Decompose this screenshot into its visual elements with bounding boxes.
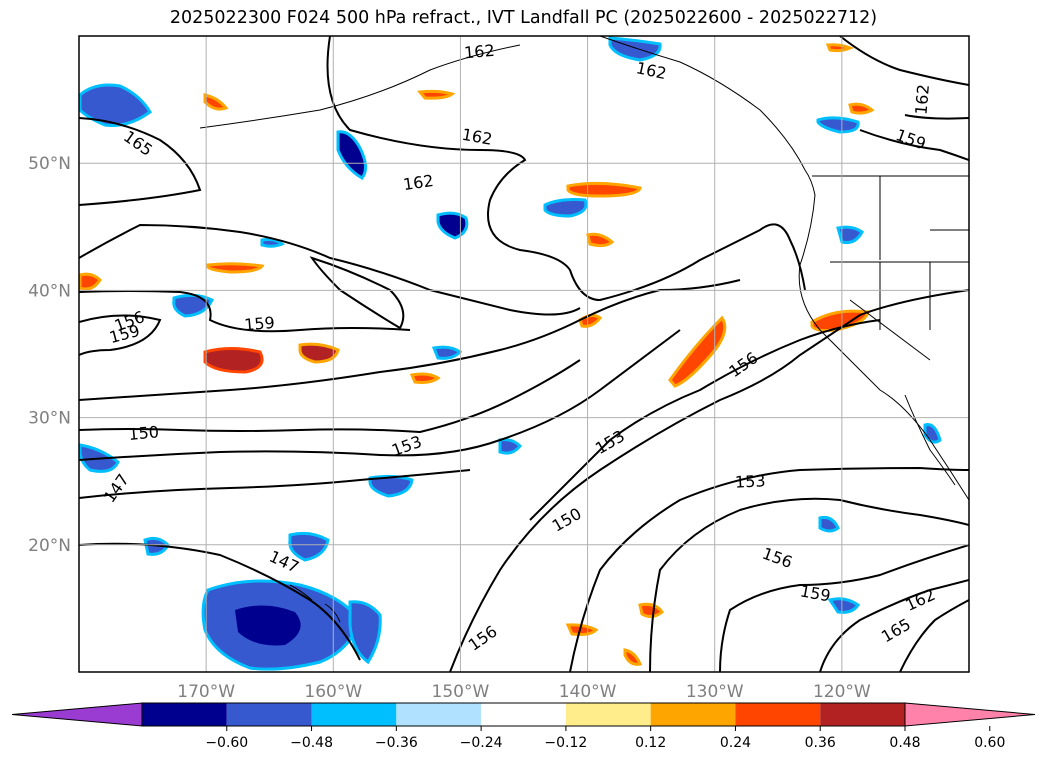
lon-label: 120°W: [813, 682, 871, 702]
colorbar-extend-high: [904, 702, 1036, 727]
contour-line: [529, 319, 881, 521]
contour-line: [79, 290, 411, 333]
lon-label: 160°W: [304, 682, 362, 702]
colorbar-tick-label: 0.48: [889, 735, 920, 751]
colorbar-tick-label: −0.36: [375, 735, 418, 751]
contour-line: [79, 223, 581, 316]
contour-label: 150: [128, 422, 160, 444]
contour-label: 153: [735, 471, 766, 492]
colorbar-bin: [142, 703, 227, 726]
colorbar-bin: [311, 703, 397, 726]
lat-label: 40°N: [28, 281, 71, 301]
blue-patch: [816, 116, 860, 134]
longitude-labels: 170°W 160°W 150°W 140°W 130°W 120°W: [177, 682, 871, 702]
colorbar-bin: [481, 703, 566, 726]
contour-line: [649, 497, 969, 672]
colorbar-bin: [820, 703, 905, 726]
lat-label: 20°N: [28, 536, 71, 556]
colorbar-extend-low: [11, 702, 143, 727]
blue-patch: [431, 345, 463, 360]
contour-line: [309, 256, 405, 330]
lon-label: 150°W: [432, 682, 490, 702]
blue-patch: [498, 438, 523, 455]
blue-patch: [836, 225, 864, 244]
gridlines: [79, 36, 969, 672]
red-patch: [848, 102, 875, 115]
colorbar-tick-label: 0.36: [805, 735, 836, 751]
colorbar-frame: [141, 702, 906, 727]
colorbar-tick-label: 0.12: [635, 735, 666, 751]
red-patch: [409, 372, 441, 384]
red-patch: [638, 602, 665, 619]
contour-line: [79, 469, 471, 499]
contour-line: [79, 359, 581, 434]
blue-patch: [348, 600, 382, 665]
colorbar-bin: [226, 703, 312, 726]
contour-line: [819, 579, 969, 672]
baja-peninsula: [904, 394, 956, 486]
alaska-coastline: [599, 36, 816, 196]
contour-label: 162: [463, 41, 495, 63]
colorbar-tick-label: −0.12: [544, 735, 587, 751]
contour-line: [859, 129, 969, 161]
colorbar-tick-label: −0.60: [205, 735, 248, 751]
contour-line: [326, 36, 806, 302]
lon-label: 170°W: [177, 682, 235, 702]
navy-patch: [235, 605, 301, 646]
lon-label: 130°W: [686, 682, 744, 702]
colorbar-bin: [735, 703, 821, 726]
colorbar-tick-label: −0.48: [290, 735, 333, 751]
red-patch: [825, 43, 855, 53]
map-frame: [78, 35, 970, 673]
lat-label: 50°N: [28, 154, 71, 174]
contour-line: [839, 36, 969, 86]
red-patch: [417, 89, 456, 100]
contour-line: [719, 544, 969, 672]
lat-label: 30°N: [28, 409, 71, 429]
contour-line: [79, 117, 202, 206]
contour-line: [569, 466, 969, 672]
aleutian-islands: [199, 44, 521, 129]
contour-label: 159: [243, 313, 275, 335]
colorbar: −0.60 −0.48 −0.36 −0.24 −0.12 0.12 0.24 0.36 0.4…: [11, 702, 1036, 751]
colorbar-bin: [650, 703, 736, 726]
colorbar-tick-label: 0.24: [720, 735, 751, 751]
contour-line: [899, 599, 969, 672]
state-border: [849, 299, 931, 361]
blue-patch: [288, 531, 330, 562]
contour-line: [79, 314, 162, 356]
contour-line: [904, 114, 969, 120]
contour-line: [449, 289, 969, 672]
latitude-labels: 50°N 40°N 30°N 20°N: [28, 154, 71, 556]
red-patch: [566, 181, 642, 198]
red-patch: [586, 232, 615, 248]
blue-patch: [543, 198, 588, 218]
figure-title: 2025022300 F024 500 hPa refract., IVT La…: [169, 8, 878, 28]
colorbar-bin: [565, 703, 651, 726]
red-patch: [206, 262, 265, 274]
red-patch: [298, 342, 340, 364]
coastlines: [199, 36, 969, 623]
blue-patch: [260, 238, 285, 248]
colorbar-tick-label: −0.24: [460, 735, 503, 751]
red-patch: [203, 347, 264, 374]
contour-label: 162: [911, 83, 933, 115]
lon-label: 140°W: [559, 682, 617, 702]
colorbar-bin: [396, 703, 482, 726]
blue-patch: [436, 211, 469, 240]
red-patch: [203, 93, 229, 111]
red-patch: [668, 315, 727, 388]
red-patch: [79, 272, 102, 291]
colorbar-tick-label: 0.60: [974, 735, 1005, 751]
contour-label: 162: [402, 171, 435, 194]
red-patch: [623, 648, 643, 666]
blue-patch: [818, 516, 840, 533]
contour-line: [79, 329, 681, 461]
blue-patch: [827, 597, 861, 614]
north-america-coast: [798, 194, 969, 501]
refractivity-contours: [79, 36, 969, 672]
